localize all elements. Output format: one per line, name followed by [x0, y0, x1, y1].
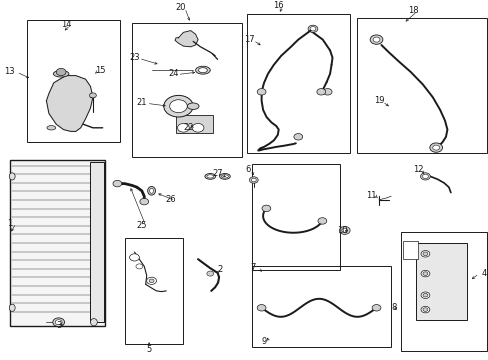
Bar	[10, 160, 105, 326]
Circle shape	[323, 89, 331, 95]
Circle shape	[89, 93, 96, 98]
Ellipse shape	[149, 188, 153, 193]
Circle shape	[422, 252, 427, 256]
Circle shape	[420, 173, 429, 180]
Text: 24: 24	[168, 69, 179, 78]
Text: 7: 7	[250, 263, 255, 272]
Text: 11: 11	[366, 191, 376, 199]
Bar	[246, 14, 349, 153]
Circle shape	[316, 89, 325, 95]
Circle shape	[129, 254, 139, 261]
Circle shape	[371, 305, 380, 311]
Text: 1: 1	[7, 219, 12, 228]
Ellipse shape	[47, 126, 56, 130]
Circle shape	[249, 177, 258, 183]
Text: 6: 6	[245, 165, 250, 174]
Circle shape	[169, 100, 187, 113]
Circle shape	[163, 95, 193, 117]
Text: 12: 12	[412, 165, 423, 174]
Circle shape	[136, 264, 142, 269]
Text: 2: 2	[217, 266, 222, 274]
Circle shape	[206, 271, 213, 276]
Circle shape	[55, 320, 62, 325]
Text: 23: 23	[129, 53, 140, 62]
Ellipse shape	[147, 186, 155, 195]
Polygon shape	[46, 76, 93, 131]
Circle shape	[309, 27, 315, 31]
Circle shape	[422, 293, 427, 297]
Bar	[251, 164, 339, 270]
Circle shape	[429, 143, 442, 152]
Text: 15: 15	[95, 66, 105, 75]
Circle shape	[420, 251, 429, 257]
Circle shape	[257, 89, 265, 95]
Circle shape	[422, 272, 427, 275]
Bar	[415, 243, 466, 320]
Text: 25: 25	[136, 220, 147, 230]
Text: 14: 14	[61, 20, 71, 29]
Circle shape	[432, 145, 439, 150]
Circle shape	[140, 198, 148, 205]
Circle shape	[293, 134, 302, 140]
Bar	[176, 115, 212, 133]
Text: 9: 9	[261, 338, 266, 346]
Bar	[90, 162, 104, 322]
Text: 21: 21	[136, 98, 147, 107]
Text: 19: 19	[373, 96, 384, 105]
Circle shape	[149, 279, 154, 283]
Circle shape	[369, 35, 382, 44]
Circle shape	[307, 25, 317, 32]
Ellipse shape	[9, 304, 15, 311]
Text: 5: 5	[146, 346, 151, 354]
Text: 17: 17	[244, 35, 254, 44]
Bar	[132, 23, 242, 157]
Text: 22: 22	[183, 123, 193, 132]
Text: 3: 3	[56, 321, 61, 330]
Bar	[356, 18, 486, 153]
Ellipse shape	[195, 66, 210, 74]
Bar	[124, 238, 183, 344]
Circle shape	[113, 180, 122, 187]
Text: 10: 10	[336, 226, 347, 235]
Circle shape	[341, 228, 347, 233]
Ellipse shape	[90, 319, 97, 326]
Circle shape	[420, 306, 429, 313]
Text: 16: 16	[273, 1, 284, 10]
Text: 18: 18	[407, 6, 418, 15]
Ellipse shape	[9, 173, 15, 180]
Ellipse shape	[204, 174, 215, 179]
Ellipse shape	[221, 175, 228, 178]
Circle shape	[420, 292, 429, 298]
Text: 20: 20	[175, 3, 186, 12]
Bar	[251, 266, 390, 347]
Ellipse shape	[206, 175, 213, 178]
Circle shape	[339, 226, 349, 234]
Circle shape	[422, 174, 427, 179]
Ellipse shape	[53, 71, 69, 77]
Circle shape	[251, 178, 256, 182]
Circle shape	[192, 123, 203, 132]
Circle shape	[317, 218, 326, 224]
Text: 13: 13	[4, 68, 15, 77]
Ellipse shape	[198, 68, 207, 73]
Text: 27: 27	[212, 169, 223, 178]
Circle shape	[53, 318, 64, 327]
Text: 26: 26	[165, 195, 176, 204]
Polygon shape	[175, 31, 198, 47]
Circle shape	[422, 308, 427, 311]
Bar	[403, 241, 417, 259]
Ellipse shape	[219, 174, 230, 179]
Bar	[400, 232, 486, 351]
Circle shape	[177, 123, 189, 132]
Circle shape	[56, 68, 66, 76]
Circle shape	[257, 305, 265, 311]
Ellipse shape	[187, 103, 199, 109]
Circle shape	[146, 277, 156, 284]
Bar	[27, 20, 120, 142]
Text: 8: 8	[390, 303, 395, 312]
Circle shape	[262, 205, 270, 212]
Circle shape	[372, 37, 379, 42]
Circle shape	[420, 270, 429, 277]
Text: 4: 4	[481, 269, 486, 278]
